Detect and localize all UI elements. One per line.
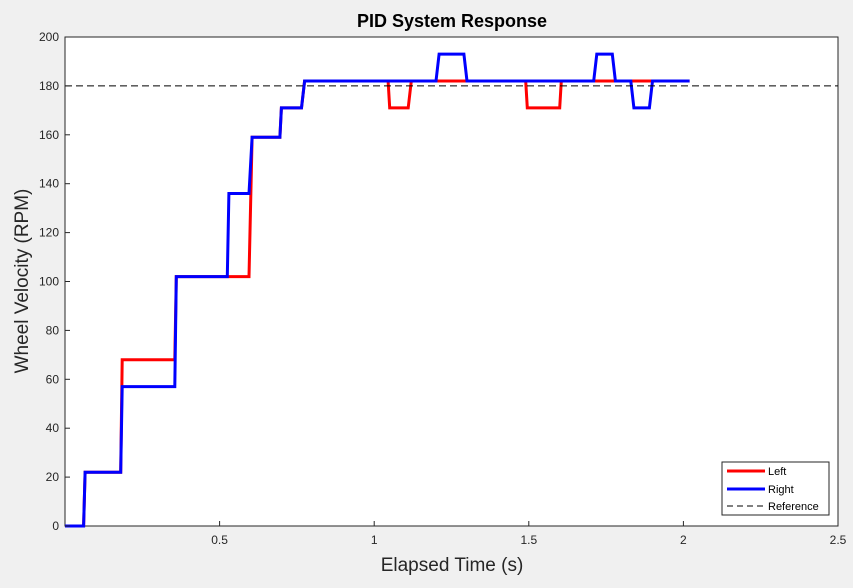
- y-tick-label: 120: [39, 226, 59, 240]
- x-tick-label: 1: [371, 533, 378, 547]
- chart-title: PID System Response: [357, 11, 547, 31]
- plot-area: [64, 36, 839, 527]
- y-tick-label: 160: [39, 128, 59, 142]
- x-tick-label: 2.5: [830, 533, 847, 547]
- y-tick-label: 140: [39, 177, 59, 191]
- series-layer: [65, 52, 690, 528]
- y-tick-label: 80: [46, 323, 60, 337]
- x-tick-label: 1.5: [520, 533, 537, 547]
- y-tick-label: 100: [39, 275, 59, 289]
- legend-right-label: Right: [768, 484, 794, 496]
- x-axis-label: Elapsed Time (s): [381, 555, 524, 576]
- y-tick-label: 0: [52, 519, 59, 533]
- y-tick-label: 20: [46, 470, 60, 484]
- legend-reference-label: Reference: [768, 501, 819, 513]
- y-axis-label: Wheel Velocity (RPM): [12, 189, 33, 374]
- y-tick-label: 180: [39, 79, 59, 93]
- x-tick-label: 2: [680, 533, 687, 547]
- y-tick-label: 200: [39, 30, 59, 44]
- axis-layer: 0 20 40 60 80 100 120 140 160 180 200 0.5 1 1.5 2 2.5: [39, 30, 847, 547]
- y-tick-label: 60: [46, 372, 60, 386]
- series-line-right: [65, 52, 690, 528]
- x-tick-label: 0.5: [211, 533, 228, 547]
- y-tick-label: 40: [46, 421, 60, 435]
- legend-left-label: Left: [768, 466, 786, 478]
- legend[interactable]: Left Right Reference: [721, 461, 830, 516]
